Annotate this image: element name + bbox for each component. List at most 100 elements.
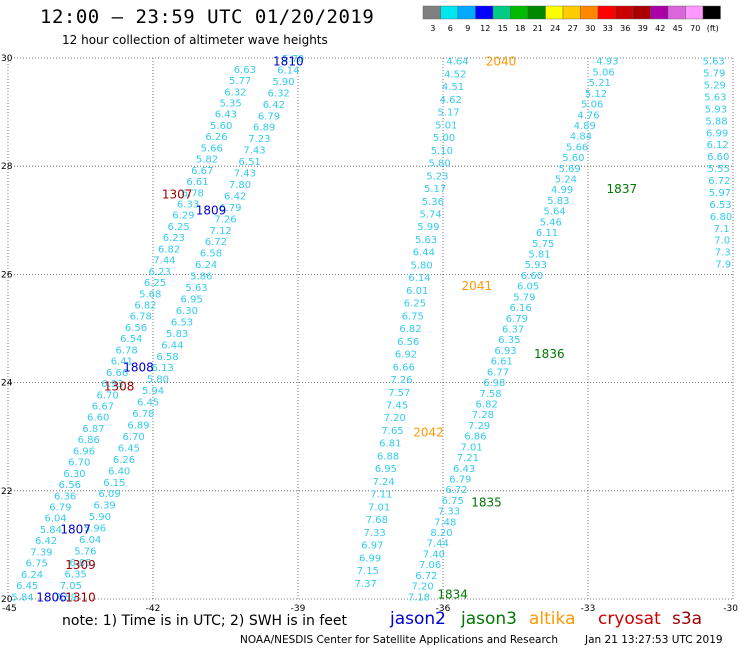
wave-height-value: 6.44 [413, 248, 435, 259]
wave-height-value: 6.88 [377, 451, 399, 462]
wave-height-value: 7.24 [372, 477, 394, 488]
colorbar-label: (ft) [707, 24, 719, 33]
wave-height-value: 5.24 [555, 175, 577, 186]
wave-height-value: 7.11 [370, 490, 392, 501]
wave-height-value: 4.99 [551, 185, 573, 196]
wave-height-value: 5.00 [433, 133, 455, 144]
wave-height-value: 6.72 [415, 571, 437, 582]
wave-height-value: 6.53 [709, 200, 731, 211]
wave-height-value: 6.61 [491, 357, 513, 368]
wave-height-value: 6.89 [253, 123, 275, 134]
colorbar-label: 33 [603, 24, 613, 33]
wave-height-value: 7.01 [460, 442, 482, 453]
wave-height-value: 5.69 [559, 164, 581, 175]
wave-height-value: 7.43 [243, 146, 265, 157]
wave-height-value: 6.79 [258, 111, 280, 122]
y-tick-label: 22 [1, 487, 12, 497]
wave-height-value: 6.72 [445, 485, 467, 496]
wave-height-value: 4.93 [596, 57, 618, 68]
wave-height-value: 7.59 [55, 592, 77, 603]
wave-height-value: 5.76 [74, 546, 96, 557]
wave-height-value: 6.56 [59, 480, 81, 491]
wave-height-value: 6.14 [408, 273, 430, 284]
y-tick-label: 30 [1, 54, 13, 64]
wave-height-value: 6.86 [78, 435, 100, 446]
legend-s3a: s3a [672, 609, 703, 629]
wave-height-value: 7.58 [479, 389, 501, 400]
wave-height-value: 6.24 [195, 260, 217, 271]
wave-height-value: 6.12 [707, 140, 729, 151]
colorbar-swatch [422, 5, 441, 20]
wave-height-value: 5.35 [220, 98, 242, 109]
wave-height-value: 7.01 [368, 502, 390, 513]
wave-height-value: 7.21 [457, 453, 479, 464]
colorbar-label: 39 [638, 24, 648, 33]
wave-height-value: 6.35 [65, 569, 87, 580]
legend-altika: altika [529, 609, 576, 629]
wave-height-value: 5.01 [435, 120, 457, 131]
colorbar-swatch [685, 5, 704, 20]
colorbar-swatch [597, 5, 616, 20]
wave-height-value: 6.79 [219, 203, 241, 214]
wave-height-value: 5.68 [139, 289, 161, 300]
wave-height-value: 7.40 [423, 549, 445, 560]
pass-time-label: 1307 [162, 187, 193, 201]
wave-height-value: 6.63 [234, 65, 256, 76]
colorbar-label: 30 [585, 24, 595, 33]
pass-time-label: 2041 [462, 279, 493, 293]
wave-height-value: 6.45 [118, 443, 140, 454]
colorbar-label: 18 [515, 24, 525, 33]
colorbar-swatch [615, 5, 634, 20]
wave-height-value: 6.67 [92, 402, 114, 413]
wave-height-value: 7.0 [714, 236, 730, 247]
wave-height-value: 6.99 [706, 128, 728, 139]
wave-height-value: 5.97 [709, 188, 731, 199]
wave-height-value: 7.05 [60, 581, 82, 592]
wave-height-value: 6.54 [120, 334, 142, 345]
wave-height-value: 6.23 [163, 233, 185, 244]
pass-time-label: 1837 [607, 182, 638, 196]
wave-height-value: 6.01 [406, 286, 428, 297]
wave-height-value: 6.78 [132, 409, 154, 420]
wave-height-value: 4.62 [440, 95, 462, 106]
wave-height-value: 6.66 [106, 368, 128, 379]
wave-height-value: 6.78 [115, 345, 137, 356]
pass-time-label: 2040 [486, 55, 517, 69]
wave-height-value: 6.11 [536, 228, 558, 239]
wave-height-value: 6.77 [487, 367, 509, 378]
pass-time-label: 1810 [273, 55, 304, 69]
wave-height-value: 6.93 [101, 379, 123, 390]
wave-height-value: 7.48 [434, 517, 456, 528]
wave-height-value: 7.15 [357, 566, 379, 577]
wave-height-value: 6.30 [176, 306, 198, 317]
colorbar-label: 12 [480, 24, 490, 33]
wave-height-value: 6.42 [224, 191, 246, 202]
wave-height-value: 6.95 [375, 464, 397, 475]
wave-height-value: 5.66 [566, 142, 588, 153]
wave-height-value: 6.79 [449, 474, 471, 485]
wave-height-value: 5.64 [543, 207, 565, 218]
wave-height-value: 6.24 [21, 570, 43, 581]
wave-height-value: 5.63 [704, 93, 726, 104]
y-tick-label: 28 [1, 162, 13, 172]
wave-height-value: 4.89 [574, 121, 596, 132]
wave-height-value: 6.37 [502, 325, 524, 336]
wave-height-value: 7.26 [214, 214, 236, 225]
x-tick-label: -39 [291, 604, 306, 614]
wave-height-value: 5.06 [581, 100, 603, 111]
colorbar-label: 3 [430, 24, 435, 33]
wave-height-value: 6.86 [464, 432, 486, 443]
pass-time-label: 1308 [104, 379, 135, 393]
wave-height-value: 7.44 [427, 539, 449, 550]
wave-height-value: 6.70 [97, 390, 119, 401]
wave-height-value: 6.25 [404, 299, 426, 310]
colorbar-label: 6 [448, 24, 453, 33]
colorbar-label: 36 [620, 24, 630, 33]
wave-height-value: 7.43 [234, 169, 256, 180]
legend-jason2: jason2 [390, 609, 446, 629]
pass-time-label: 1807 [60, 523, 91, 537]
wave-height-value: 7.28 [472, 410, 494, 421]
wave-height-value: 6.26 [113, 455, 135, 466]
colorbar-label: 42 [655, 24, 665, 33]
